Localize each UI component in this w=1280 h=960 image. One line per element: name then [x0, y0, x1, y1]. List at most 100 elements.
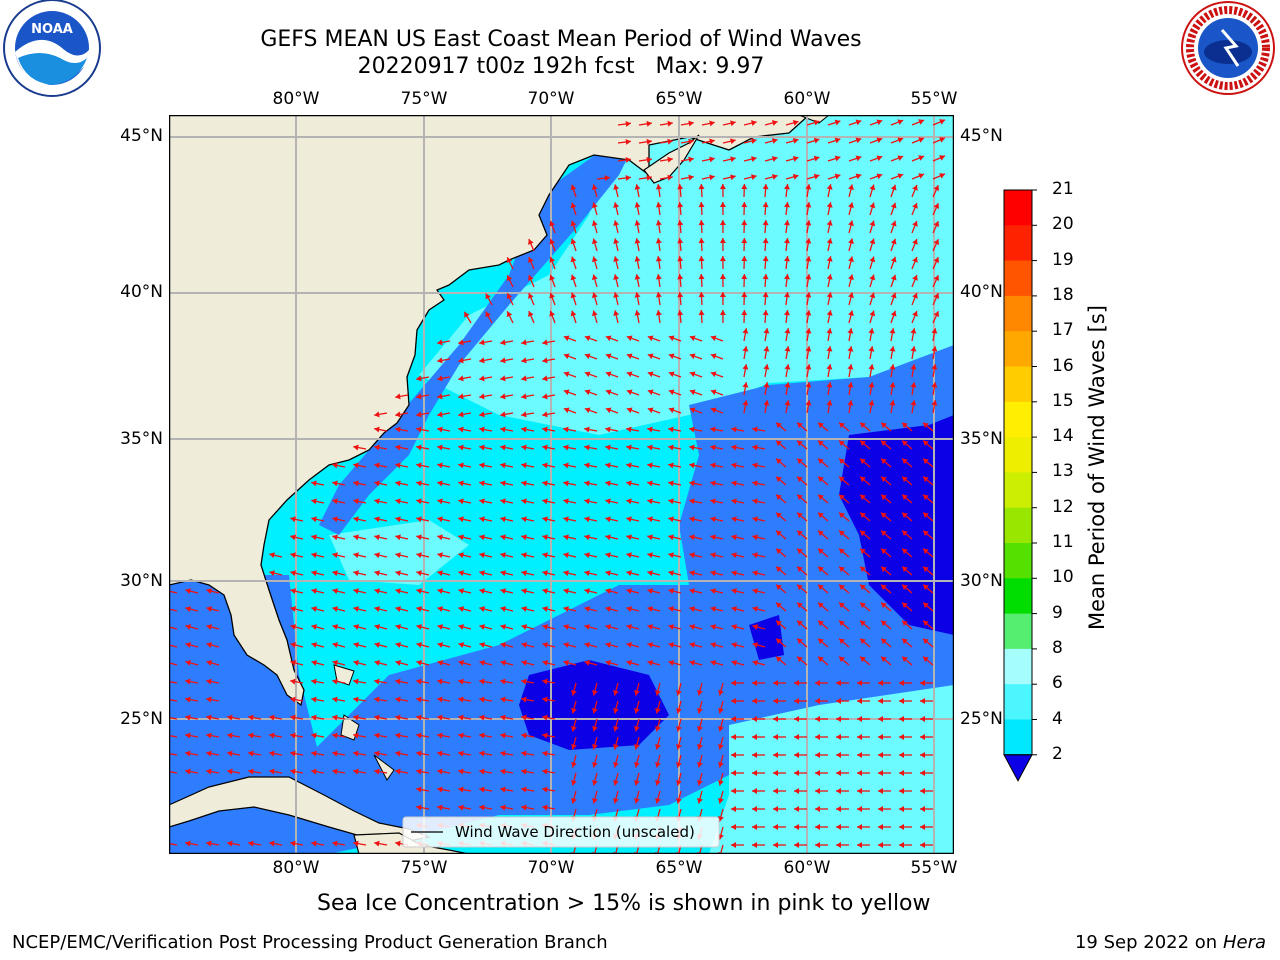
- colorbar-segment: [1004, 578, 1032, 615]
- wind-wave-arrow: [710, 516, 724, 523]
- wind-wave-arrow: [689, 480, 703, 487]
- wind-wave-arrow: [836, 842, 849, 848]
- wind-wave-arrow: [710, 642, 724, 648]
- wind-wave-arrow: [458, 660, 472, 666]
- wind-wave-arrow: [584, 444, 598, 451]
- lat-tick-right-2: 35°N: [960, 429, 1003, 449]
- wind-wave-arrow: [290, 588, 304, 595]
- wind-wave-arrow: [563, 624, 577, 630]
- wind-wave-arrow: [922, 512, 934, 522]
- wind-wave-arrow: [500, 588, 514, 595]
- wind-wave-arrow: [878, 698, 891, 704]
- wind-wave-arrow: [911, 155, 925, 162]
- wind-wave-arrow: [794, 806, 807, 812]
- wind-wave-arrow: [521, 357, 535, 364]
- wind-wave-arrow: [592, 790, 598, 804]
- wind-wave-arrow: [773, 842, 786, 848]
- wind-wave-arrow: [311, 840, 325, 847]
- wind-wave-arrow: [731, 734, 744, 740]
- colorbar-label: Mean Period of Wind Waves [s]: [1085, 305, 1109, 630]
- wind-wave-arrow: [889, 364, 896, 378]
- wind-wave-arrow: [374, 498, 388, 505]
- wind-wave-arrow: [785, 119, 799, 126]
- wind-wave-arrow: [922, 602, 934, 612]
- wind-wave-arrow: [605, 606, 619, 612]
- wind-wave-arrow: [697, 736, 703, 750]
- wind-wave-arrow: [932, 119, 946, 126]
- colorbar-segment: [1004, 613, 1032, 650]
- wind-wave-arrow: [332, 498, 346, 505]
- wind-wave-arrow: [206, 840, 220, 847]
- wind-wave-arrow: [571, 736, 577, 750]
- wind-wave-arrow: [859, 656, 871, 666]
- wind-wave-arrow: [911, 119, 925, 126]
- wind-wave-arrow: [570, 238, 577, 252]
- wind-wave-arrow: [817, 566, 829, 576]
- wind-wave-arrow: [826, 364, 833, 378]
- wind-wave-arrow: [479, 426, 493, 433]
- wind-wave-arrow: [719, 291, 726, 306]
- wind-wave-arrow: [655, 754, 661, 768]
- wind-wave-arrow: [634, 274, 641, 288]
- wind-wave-arrow: [752, 660, 766, 666]
- wind-wave-arrow: [836, 716, 849, 722]
- wind-wave-arrow: [416, 696, 430, 703]
- wind-wave-arrow: [680, 138, 694, 145]
- wind-wave-arrow: [458, 426, 472, 433]
- wind-wave-arrow: [584, 516, 598, 523]
- wind-wave-arrow: [775, 530, 787, 540]
- wind-wave-arrow: [416, 732, 430, 739]
- wind-wave-arrow: [869, 119, 883, 126]
- wind-wave-arrow: [859, 602, 871, 612]
- wind-wave-arrow: [710, 444, 724, 451]
- wind-wave-arrow: [500, 339, 514, 346]
- wind-wave-arrow: [521, 696, 535, 703]
- wind-wave-arrow: [395, 588, 409, 595]
- wind-wave-arrow: [458, 498, 472, 505]
- wind-wave-arrow: [838, 530, 850, 540]
- wind-wave-arrow: [626, 353, 640, 360]
- wind-wave-arrow: [437, 588, 451, 595]
- wind-wave-arrow: [416, 570, 430, 577]
- wind-wave-arrow: [889, 328, 896, 342]
- wind-wave-arrow: [718, 736, 724, 750]
- wind-wave-arrow: [857, 806, 870, 812]
- wind-wave-arrow: [731, 824, 744, 830]
- wind-wave-arrow: [290, 678, 304, 685]
- wind-wave-arrow: [741, 237, 748, 252]
- wind-wave-arrow: [731, 680, 744, 686]
- wind-wave-arrow: [784, 346, 791, 360]
- wind-wave-arrow: [500, 696, 514, 703]
- wind-wave-arrow: [479, 642, 493, 648]
- wind-wave-arrow: [826, 382, 833, 396]
- wind-wave-arrow: [698, 309, 705, 324]
- wind-wave-arrow: [500, 534, 514, 541]
- wind-wave-arrow: [592, 718, 598, 732]
- wind-wave-arrow: [458, 516, 472, 523]
- wind-wave-arrow: [857, 680, 870, 686]
- wind-wave-arrow: [655, 718, 661, 732]
- wind-wave-arrow: [269, 750, 283, 757]
- wind-wave-arrow: [596, 175, 610, 182]
- lat-tick-right-0: 45°N: [960, 126, 1003, 146]
- wind-wave-arrow: [922, 548, 934, 558]
- wind-wave-arrow: [668, 534, 682, 541]
- wind-wave-arrow: [848, 274, 854, 288]
- wind-wave-arrow: [479, 660, 493, 666]
- wind-wave-arrow: [206, 750, 220, 757]
- wind-wave-arrow: [794, 824, 807, 830]
- wind-wave-arrow: [332, 552, 346, 559]
- wind-wave-arrow: [889, 400, 896, 414]
- wind-wave-arrow: [634, 682, 640, 696]
- wind-wave-arrow: [353, 516, 367, 523]
- wind-wave-arrow: [626, 389, 640, 396]
- wind-wave-arrow: [458, 480, 472, 487]
- wind-wave-arrow: [500, 552, 514, 559]
- wind-wave-arrow: [542, 570, 556, 577]
- wind-wave-arrow: [437, 534, 451, 541]
- wind-wave-arrow: [859, 638, 871, 648]
- wind-wave-arrow: [815, 734, 828, 740]
- wind-wave-arrow: [332, 696, 346, 703]
- wind-wave-arrow: [784, 382, 791, 396]
- wind-wave-arrow: [783, 256, 790, 270]
